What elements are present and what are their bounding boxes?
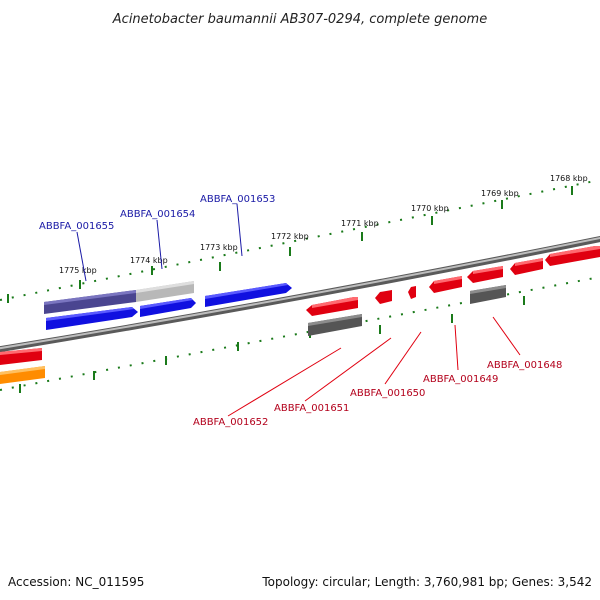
leader-line: [236, 203, 243, 257]
leader-line: [227, 347, 342, 417]
leader-line: [304, 337, 392, 402]
gene-highlight: [473, 266, 503, 274]
kbp-label: 1775 kbp: [59, 266, 97, 275]
gene-feature-dark-gray[interactable]: [308, 314, 362, 336]
gene-highlight: [470, 285, 506, 294]
gene-label[interactable]: ABBFA_001651: [274, 403, 349, 414]
genome-summary-text: Topology: circular; Length: 3,760,981 bp…: [261, 575, 592, 589]
kbp-label: 1774 kbp: [130, 256, 168, 265]
red-gene-labels: ABBFA_001652 ABBFA_001651 ABBFA_001650 A…: [193, 316, 562, 428]
gene-highlight: [140, 298, 193, 309]
gene-highlight: [515, 258, 543, 266]
leader-line: [492, 316, 521, 356]
gene-label[interactable]: ABBFA_001654: [120, 209, 195, 220]
reverse-genes: [0, 246, 600, 384]
gene-highlight: [0, 348, 42, 355]
gene-feature-navy-highlight: [44, 290, 136, 305]
kbp-label: 1773 kbp: [200, 243, 238, 252]
leader-line: [384, 331, 422, 385]
kbp-labels: 1775 kbp 1774 kbp 1773 kbp 1772 kbp 1771…: [59, 174, 588, 275]
blue-gene-labels: ABBFA_001655 ABBFA_001654 ABBFA_001653: [39, 194, 275, 282]
gene-label[interactable]: ABBFA_001653: [200, 194, 275, 205]
gene-highlight: [308, 314, 362, 326]
gene-label[interactable]: ABBFA_001652: [193, 417, 268, 428]
gene-label[interactable]: ABBFA_001655: [39, 221, 114, 232]
gene-ABBFA_001650[interactable]: [408, 286, 416, 299]
gene-highlight: [312, 297, 358, 308]
forward-genes: [44, 281, 292, 330]
gene-label[interactable]: ABBFA_001649: [423, 374, 498, 385]
gene-highlight: [434, 276, 462, 284]
genome-title: Acinetobacter baumannii AB307-0294, comp…: [112, 12, 487, 27]
kbp-label: 1770 kbp: [411, 204, 449, 213]
gene-highlight: [550, 246, 600, 257]
kbp-label: 1769 kbp: [481, 189, 519, 198]
gene-label[interactable]: ABBFA_001650: [350, 388, 425, 399]
gene-feature-gray-highlight: [136, 281, 194, 293]
kbp-label: 1772 kbp: [271, 232, 309, 241]
kbp-label: 1768 kbp: [550, 174, 588, 183]
gene-highlight: [205, 283, 288, 299]
lower-tick-track: [0, 276, 600, 393]
kbp-label: 1771 kbp: [341, 219, 379, 228]
upper-tick-track: [0, 179, 600, 303]
gene-highlight: [46, 307, 134, 321]
gene-label[interactable]: ABBFA_001648: [487, 360, 562, 371]
gene-ABBFA_001651[interactable]: [375, 290, 392, 304]
leader-line: [454, 324, 459, 371]
gene-ABBFA_001655[interactable]: [46, 307, 138, 330]
leader-line: [76, 231, 87, 282]
gene-highlight: [0, 366, 45, 375]
gene-ABBFA_001654[interactable]: [140, 298, 196, 317]
genome-backbone-highlight: [0, 236, 600, 350]
leader-line: [156, 219, 163, 270]
accession-text: Accession: NC_011595: [8, 575, 144, 589]
gene-ABBFA_001653[interactable]: [205, 283, 292, 307]
